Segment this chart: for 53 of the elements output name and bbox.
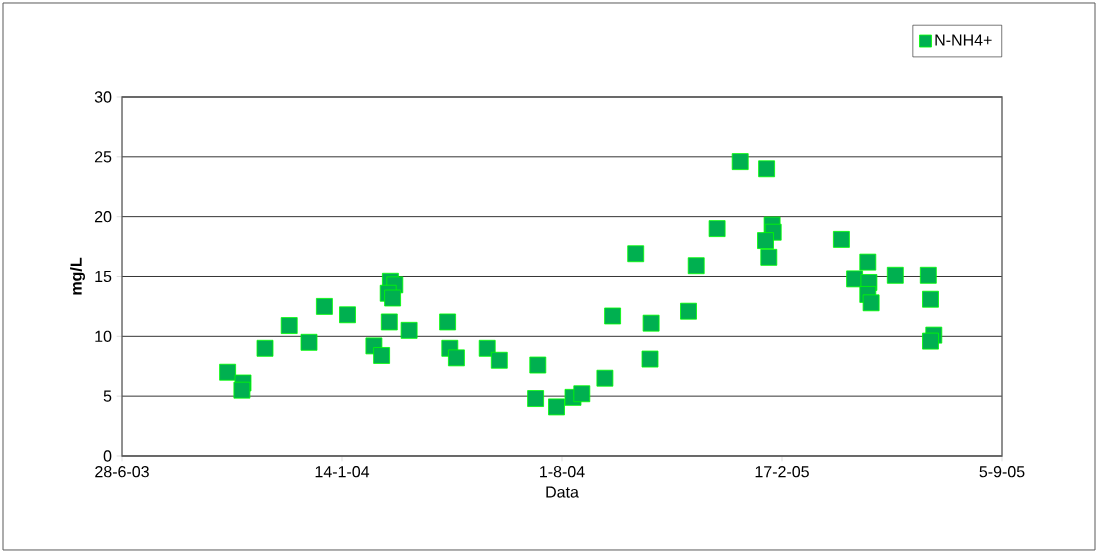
point — [862, 294, 880, 312]
point — [919, 266, 937, 284]
point — [280, 317, 298, 334]
legend-label: N-NH4+ — [935, 34, 992, 46]
point — [760, 248, 778, 266]
y-tick-label: 0 — [103, 450, 112, 462]
point — [400, 321, 418, 339]
point — [219, 363, 237, 381]
y-tick-label: 25 — [94, 151, 112, 163]
point — [757, 232, 774, 249]
point — [604, 307, 621, 325]
y-axis-title: mg/L — [70, 257, 86, 295]
point — [439, 313, 457, 331]
point — [708, 220, 726, 238]
point — [627, 245, 645, 263]
point — [233, 381, 251, 399]
point — [478, 339, 496, 357]
point — [373, 347, 390, 364]
point — [316, 298, 333, 315]
x-tick-label: 14-1-04 — [315, 466, 370, 478]
point — [527, 390, 544, 407]
point — [548, 398, 565, 416]
point — [384, 289, 402, 307]
point — [922, 290, 939, 308]
point — [641, 350, 659, 368]
y-tick-label: 30 — [94, 91, 112, 103]
point — [573, 385, 591, 403]
point — [339, 306, 356, 324]
point — [380, 313, 398, 331]
point — [687, 257, 705, 275]
point — [642, 314, 660, 332]
point — [490, 351, 508, 369]
point — [680, 302, 697, 320]
x-tick-label: 28-6-03 — [95, 466, 149, 478]
x-tick-label: 1-8-04 — [540, 466, 585, 478]
y-tick-label: 20 — [94, 211, 112, 223]
y-tick-label: 10 — [95, 330, 112, 342]
x-tick-label: 5-9-05 — [979, 466, 1025, 478]
point — [731, 153, 749, 171]
point — [596, 369, 614, 387]
y-tick-label: 5 — [103, 390, 112, 402]
point — [448, 349, 465, 367]
point — [256, 339, 274, 357]
point — [833, 230, 850, 248]
point — [922, 332, 939, 350]
point — [886, 266, 904, 284]
x-axis-title: Data — [546, 486, 579, 498]
point — [758, 160, 775, 178]
point — [859, 253, 877, 271]
point — [529, 356, 547, 374]
x-tick-label: 17-2-05 — [755, 466, 809, 478]
point — [300, 333, 318, 351]
y-tick-label: 15 — [95, 270, 112, 283]
